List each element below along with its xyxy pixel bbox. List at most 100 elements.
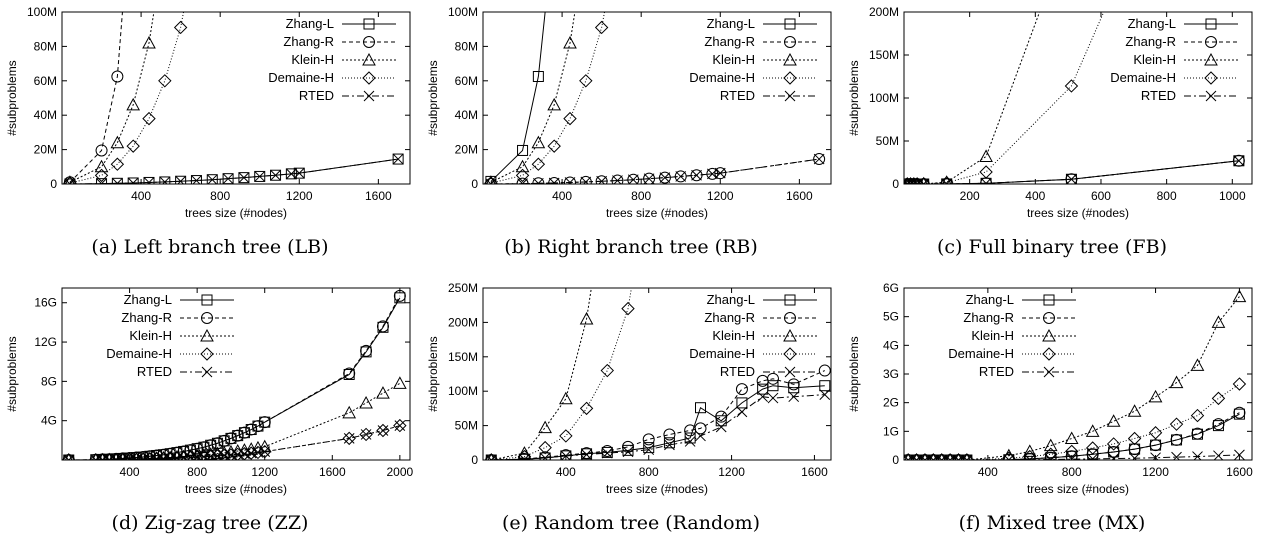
data-point-zhang-r <box>1233 406 1246 419</box>
series-line-zhang-l <box>490 12 546 182</box>
legend-label: Demaine-H <box>689 346 755 361</box>
data-point-zhang-r <box>1170 433 1183 446</box>
data-point-zhang-r <box>539 451 552 460</box>
x-axis-label: trees size (#nodes) <box>185 482 287 496</box>
data-point-zhang-r <box>813 153 826 166</box>
data-point-rted <box>918 178 930 184</box>
data-point-zhang-r <box>663 428 676 441</box>
y-tick-label: 40M <box>34 108 57 122</box>
legend-marker <box>201 294 213 306</box>
data-point-rted <box>788 391 800 403</box>
data-point-zhang-r <box>694 422 707 435</box>
chart-e: 0 50M 100M 150M 200M 250M 400 800 1200 1600 trees … <box>426 281 832 496</box>
y-axis-label: #subproblems <box>426 336 440 411</box>
legend-marker <box>1204 71 1218 85</box>
data-point-klein-h <box>118 452 127 460</box>
data-point-rted <box>1171 451 1182 460</box>
legend-label: RTED <box>979 364 1014 379</box>
legend-label: Zhang-R <box>1125 34 1176 49</box>
data-point-demaine-h <box>1044 447 1058 460</box>
data-point-demaine-h <box>621 301 635 316</box>
data-point-klein-h <box>919 176 928 184</box>
data-point-rted <box>392 153 404 165</box>
data-point-klein-h <box>112 452 121 460</box>
data-point-zhang-r <box>197 441 210 454</box>
data-point-demaine-h <box>594 20 609 35</box>
x-tick-label: 1600 <box>786 189 813 203</box>
legend-marker <box>200 347 214 361</box>
data-point-rted <box>908 178 920 184</box>
series-line-klein-h <box>908 296 1240 460</box>
y-tick-label: 2G <box>883 396 899 410</box>
data-point-zhang-l <box>127 177 139 184</box>
data-point-klein-h <box>517 446 532 459</box>
data-point-zhang-r <box>393 289 406 302</box>
data-point-rted <box>343 433 355 444</box>
data-point-klein-h <box>1127 404 1142 417</box>
data-point-zhang-l <box>684 432 696 444</box>
data-point-demaine-h <box>559 429 573 443</box>
plot-frame <box>903 11 1253 185</box>
data-point-zhang-r <box>191 442 204 455</box>
y-tick-label: 60M <box>34 74 57 88</box>
data-point-zhang-r <box>767 372 779 385</box>
chart-a: 0 20M 40M 60M 80M 100M 400 800 1200 1600 trees siz… <box>5 5 411 220</box>
data-point-demaine-h <box>538 440 552 455</box>
data-point-klein-h <box>1043 438 1058 452</box>
y-tick-label: 150M <box>869 48 899 62</box>
legend-label: Klein-H <box>291 52 334 67</box>
legend-label: Klein-H <box>712 328 755 343</box>
data-point-rted <box>1234 449 1245 460</box>
data-point-klein-h <box>138 451 148 460</box>
legend-marker <box>784 294 796 306</box>
data-point-demaine-h <box>1023 449 1037 460</box>
data-point-rted <box>1129 452 1140 460</box>
data-point-klein-h <box>393 376 407 389</box>
legend-marker <box>783 347 797 361</box>
data-point-demaine-h <box>960 453 974 460</box>
x-tick-label: 400 <box>131 189 151 203</box>
x-tick-label: 1200 <box>286 189 313 203</box>
data-point-rted <box>485 454 497 460</box>
panel-d: 4G 8G 12G 16G 400 800 1200 1600 2000 trees size (… <box>0 276 420 552</box>
data-point-rted <box>813 153 825 165</box>
data-point-rted <box>695 430 706 442</box>
series-line-klein-h <box>68 382 401 460</box>
caption-f: (f) Mixed tree (MX) <box>958 512 1146 534</box>
data-point-zhang-l <box>517 144 529 156</box>
data-point-demaine-h <box>1211 391 1226 406</box>
data-point-zhang-r <box>1044 451 1057 460</box>
data-point-zhang-r <box>735 383 748 396</box>
y-tick-label: 80M <box>455 39 478 53</box>
series-line-zhang-r <box>908 412 1240 460</box>
data-point-zhang-r <box>231 429 244 442</box>
y-tick-label: 0 <box>892 453 899 467</box>
legend-label: Zhang-L <box>286 16 334 31</box>
data-point-rted <box>684 436 696 447</box>
data-point-klein-h <box>105 452 114 460</box>
y-axis-label: #subproblems <box>426 60 440 135</box>
data-point-rted <box>675 171 687 182</box>
y-tick-label: 0 <box>471 453 478 467</box>
data-point-zhang-r <box>715 410 728 423</box>
y-tick-label: 4G <box>41 414 57 428</box>
data-point-rted <box>539 452 551 460</box>
x-tick-label: 1200 <box>718 465 745 479</box>
x-axis-label: trees size (#nodes) <box>1027 482 1129 496</box>
data-point-demaine-h <box>158 74 172 88</box>
y-tick-label: 100M <box>448 384 478 398</box>
data-point-rted <box>519 453 530 460</box>
data-point-rted <box>643 444 655 456</box>
legend-label: Demaine-H <box>1110 70 1176 85</box>
data-point-klein-h <box>94 159 109 173</box>
x-tick-label: 800 <box>631 189 651 203</box>
data-point-klein-h <box>1085 424 1100 437</box>
data-point-demaine-h <box>393 418 407 433</box>
data-point-rted <box>927 454 939 460</box>
plot-area <box>62 289 407 460</box>
data-point-rted <box>127 177 139 184</box>
data-point-klein-h <box>559 391 573 405</box>
chart-f: 0 1G 2G 3G 4G 5G 6G 400 800 1200 1600 trees size (#… <box>847 281 1253 496</box>
data-point-demaine-h <box>376 423 390 438</box>
data-point-zhang-r <box>484 178 497 184</box>
